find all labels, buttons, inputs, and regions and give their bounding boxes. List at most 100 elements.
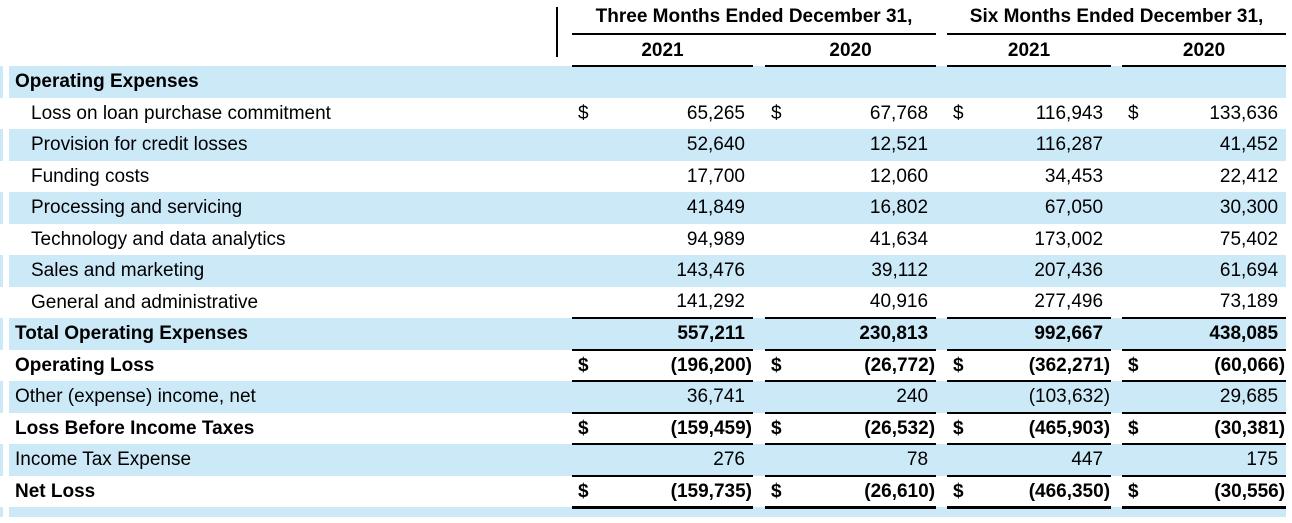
row-margin xyxy=(1286,350,1292,382)
dollar-sign xyxy=(572,192,598,224)
value-cell: 16,802 xyxy=(869,197,929,219)
dollar-sign xyxy=(947,318,974,351)
column-gap xyxy=(753,98,765,130)
dollar-sign xyxy=(572,286,598,319)
dollar-sign xyxy=(765,192,791,224)
row-margin xyxy=(1286,161,1292,193)
value-cell: 94,989 xyxy=(686,228,745,250)
column-gap xyxy=(1111,129,1122,161)
column-gap xyxy=(753,192,765,224)
column-gap xyxy=(936,129,947,161)
dollar-sign xyxy=(947,286,974,319)
dollar-sign: $ xyxy=(953,102,964,124)
value-cell: 133,636 xyxy=(1209,102,1279,124)
dollar-sign xyxy=(572,255,598,287)
value-cell: 67,768 xyxy=(869,102,929,124)
dollar-sign xyxy=(1122,192,1148,224)
dollar-sign xyxy=(765,66,791,98)
row-label: Operating Expenses xyxy=(15,71,199,93)
row-label: Provision for credit losses xyxy=(31,134,248,156)
value-cell: 17,700 xyxy=(686,165,745,187)
dollar-sign xyxy=(572,66,598,98)
value-cell: (159,735) xyxy=(598,475,753,509)
table-row: Loss on loan purchase commitment $ 65,26… xyxy=(0,98,1292,130)
dollar-sign xyxy=(1122,286,1149,319)
value-cell: 36,741 xyxy=(598,381,753,414)
column-gap xyxy=(753,66,765,98)
value-cell: (466,350) xyxy=(973,475,1112,509)
year-column-header-6m-2020: 2020 xyxy=(1122,34,1287,67)
row-margin xyxy=(1286,476,1292,508)
row-label: Loss on loan purchase commitment xyxy=(31,102,331,124)
table-row: Technology and data analytics 94,989 41,… xyxy=(0,224,1292,256)
year-header-row: 2021 2020 2021 2020 xyxy=(0,34,1292,67)
row-label xyxy=(0,507,572,517)
row-label: Income Tax Expense xyxy=(15,449,192,471)
row-label: Loss Before Income Taxes xyxy=(15,417,255,439)
table-body: Operating Expenses Loss on loan purchase… xyxy=(0,66,1292,517)
dollar-sign xyxy=(1122,161,1148,193)
column-gap xyxy=(753,444,765,476)
dollar-sign xyxy=(1122,66,1148,98)
period-header-three-months: Three Months Ended December 31, xyxy=(572,0,937,35)
header-label-spacer xyxy=(0,34,572,66)
year-column-header-3m-2021: 2021 xyxy=(572,34,753,67)
value-cell: 41,452 xyxy=(1219,134,1279,156)
value-cell: 116,287 xyxy=(1035,134,1104,156)
value-cell xyxy=(598,66,753,98)
table-row: Total Operating Expenses 557,211 230,813… xyxy=(0,318,1292,351)
dollar-sign xyxy=(1122,444,1149,477)
table-row xyxy=(0,507,1292,517)
column-gap xyxy=(1111,318,1122,350)
dollar-sign xyxy=(947,255,973,287)
column-gap xyxy=(753,413,765,445)
row-label: Processing and servicing xyxy=(31,197,243,219)
column-gap xyxy=(1111,192,1122,224)
column-gap xyxy=(936,350,947,382)
dollar-sign xyxy=(765,129,791,161)
value-cell: 141,292 xyxy=(598,286,753,319)
column-gap xyxy=(936,98,947,130)
dollar-sign: $ xyxy=(1128,102,1139,124)
header-gap xyxy=(936,0,947,34)
value-cell: 992,667 xyxy=(973,318,1112,351)
dollar-sign: $ xyxy=(947,349,974,382)
value-cell xyxy=(791,66,936,98)
column-gap xyxy=(753,224,765,256)
value-cell: (60,066) xyxy=(1148,349,1287,382)
dollar-sign xyxy=(1122,224,1148,256)
dollar-sign xyxy=(1122,129,1148,161)
row-margin xyxy=(1286,255,1292,287)
dollar-sign xyxy=(1122,507,1148,517)
row-margin xyxy=(1286,444,1292,476)
dollar-sign: $ xyxy=(572,475,598,509)
row-margin xyxy=(1286,507,1292,517)
dollar-sign xyxy=(947,161,973,193)
column-gap xyxy=(1111,444,1122,476)
column-gap xyxy=(1111,476,1122,508)
value-cell xyxy=(1148,66,1286,98)
dollar-sign xyxy=(572,381,598,414)
dollar-sign xyxy=(765,444,791,477)
dollar-sign xyxy=(947,507,973,517)
column-gap xyxy=(1111,98,1122,130)
header-divider-line xyxy=(556,7,558,57)
column-gap xyxy=(1111,413,1122,445)
header-margin xyxy=(1286,34,1292,66)
value-cell: (26,772) xyxy=(791,349,937,382)
column-gap xyxy=(1111,507,1122,517)
column-gap xyxy=(753,287,765,319)
table-row: Net Loss $ (159,735) $ (26,610) $ (466,3… xyxy=(0,475,1292,509)
dollar-sign: $ xyxy=(765,475,791,509)
dollar-sign xyxy=(765,507,791,517)
value-cell xyxy=(598,507,753,517)
dollar-sign: $ xyxy=(572,412,598,445)
value-cell: 39,112 xyxy=(871,260,929,282)
value-cell xyxy=(1148,507,1286,517)
column-gap xyxy=(753,318,765,350)
dollar-sign: $ xyxy=(771,102,782,124)
value-cell: 30,300 xyxy=(1219,197,1279,219)
dollar-sign: $ xyxy=(765,349,791,382)
value-cell: 173,002 xyxy=(1034,228,1104,250)
table-row: Operating Expenses xyxy=(0,66,1292,98)
